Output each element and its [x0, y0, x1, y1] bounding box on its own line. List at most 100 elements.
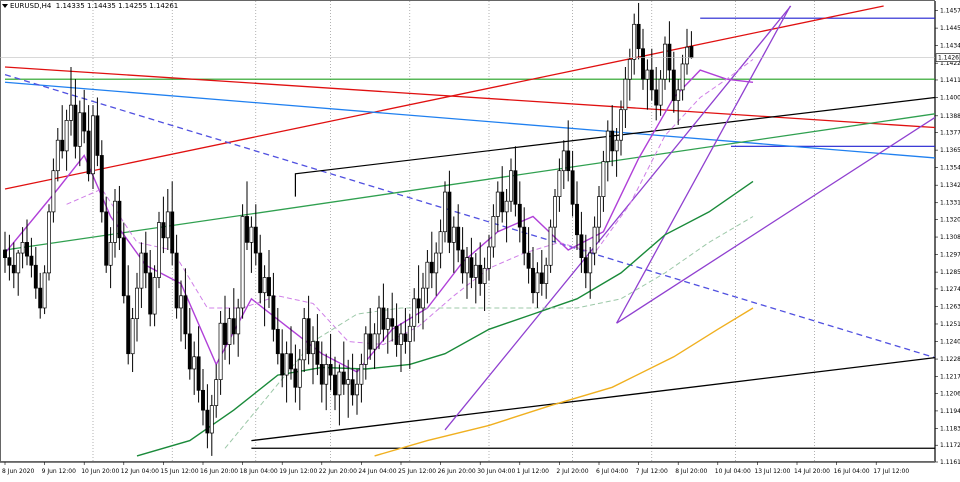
- time-tick-label: 12 Jun 04:00: [121, 468, 159, 475]
- candle-body: [421, 287, 425, 309]
- candle: [104, 196, 109, 273]
- candle-body: [548, 226, 553, 266]
- candle-body: [271, 295, 276, 330]
- candle-body: [60, 139, 65, 152]
- price-tick-label: 1.12170: [940, 374, 960, 381]
- candle: [346, 359, 351, 418]
- candle-body: [319, 364, 324, 385]
- candle-body: [113, 200, 117, 243]
- candle: [7, 234, 12, 281]
- candle: [258, 234, 263, 304]
- candle: [143, 231, 148, 289]
- candle: [152, 265, 157, 327]
- candle-body: [214, 379, 219, 406]
- candle-body: [183, 295, 188, 335]
- candle: [588, 246, 593, 299]
- time-tick-label: 25 Jun 12:00: [398, 468, 436, 475]
- candle-body: [170, 211, 175, 254]
- price-tick-label: 1.11720: [940, 442, 960, 449]
- candle: [275, 307, 280, 365]
- candle: [25, 219, 29, 266]
- candle: [289, 326, 293, 380]
- price-tick-label: 1.11610: [940, 459, 960, 466]
- candle-body: [289, 353, 293, 370]
- candle: [368, 307, 373, 360]
- candle-body: [143, 252, 148, 274]
- candle-body: [535, 272, 540, 294]
- time-tick-label: 13 Jul 12:00: [754, 468, 790, 475]
- candle: [280, 329, 285, 388]
- chevron-down-icon[interactable]: [2, 4, 8, 8]
- time-tick-label: 9 Jun 12:00: [42, 468, 76, 475]
- candle-body: [685, 46, 689, 65]
- candle-body: [363, 333, 368, 365]
- trendline-layer: [4, 5, 936, 449]
- candle-body: [385, 318, 390, 330]
- candle-body: [135, 287, 139, 319]
- candle-body: [575, 203, 579, 236]
- candle-body: [293, 368, 298, 388]
- candle: [636, 2, 641, 60]
- candle-body: [126, 295, 131, 355]
- price-tick-label: 1.13085: [940, 234, 960, 241]
- candle: [95, 97, 100, 167]
- black-channel-lower: [251, 356, 936, 442]
- time-tick-label: 10 Jul 04:00: [715, 468, 751, 475]
- candle-body: [610, 130, 615, 152]
- candle-body: [165, 211, 170, 239]
- candle: [676, 79, 681, 125]
- candle: [645, 59, 650, 110]
- time-tick-label: 8 Jul 20:00: [675, 468, 707, 475]
- candle-body: [588, 252, 593, 274]
- time-tick-label: 19 Jun 12:00: [279, 468, 317, 475]
- candle: [311, 326, 315, 385]
- chart-header: EURUSD,H4 1.14335 1.14435 1.14255 1.1426…: [2, 2, 178, 10]
- indicator-layer: [4, 59, 754, 457]
- candle-body: [407, 325, 412, 342]
- candle-body: [456, 226, 461, 251]
- candle: [253, 204, 258, 266]
- candle-body: [671, 69, 676, 101]
- candle-body: [663, 43, 667, 80]
- candle: [619, 100, 623, 156]
- price-tick-label: 1.13655: [940, 147, 960, 154]
- candle: [267, 250, 271, 308]
- candle: [447, 170, 452, 254]
- candle: [469, 237, 474, 289]
- candle-body: [306, 318, 311, 355]
- candle-body: [47, 211, 51, 274]
- price-tick-label: 1.12285: [940, 356, 960, 363]
- candle: [579, 211, 584, 273]
- candle-body: [645, 69, 650, 80]
- candle: [355, 368, 359, 415]
- candle: [531, 246, 535, 304]
- candle-body: [641, 48, 645, 80]
- price-tick-label: 1.13200: [940, 217, 960, 224]
- candle: [284, 341, 289, 403]
- candle-body: [161, 222, 166, 239]
- candle-body: [311, 341, 315, 355]
- candle: [421, 272, 425, 330]
- candle-body: [196, 356, 201, 391]
- green-trend-up: [4, 113, 936, 251]
- price-tick-label: 1.12060: [940, 390, 960, 397]
- candle-body: [553, 196, 557, 228]
- candle: [482, 257, 487, 312]
- grid-layer: [0, 0, 935, 462]
- candle: [539, 250, 544, 296]
- candle-body: [328, 364, 333, 376]
- candle-body: [403, 333, 408, 342]
- candle-body: [240, 216, 245, 309]
- candles-layer: [3, 2, 694, 456]
- candle-body: [280, 353, 285, 376]
- candle: [654, 67, 659, 121]
- candle: [205, 384, 210, 449]
- candle-body: [394, 325, 399, 345]
- candle: [99, 140, 104, 223]
- candle-body: [284, 353, 289, 376]
- candle: [236, 298, 241, 357]
- candle-body: [495, 191, 500, 217]
- candle-body: [302, 318, 307, 361]
- candle-body: [390, 318, 395, 327]
